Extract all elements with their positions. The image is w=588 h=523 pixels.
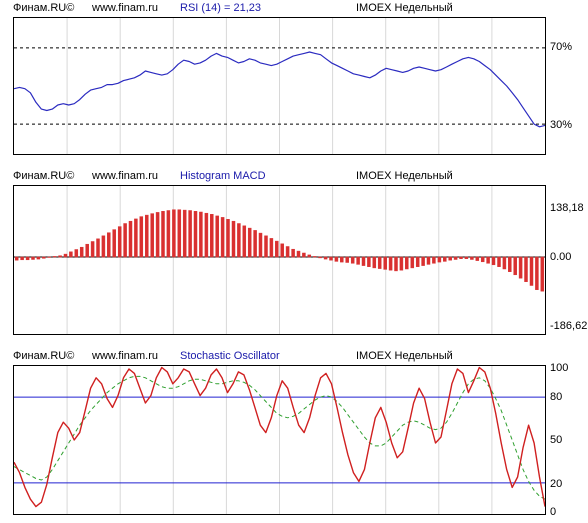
header-rsi: Финам.RU© www.finam.ru RSI (14) = 21,23 IMO… [0,2,588,16]
indicator-label: Stochastic Oscillator [180,350,280,362]
ylabel: 0 [550,506,556,518]
chart-macd [13,185,546,335]
panel-rsi: Финам.RU© www.finam.ru RSI (14) = 21,23 IMO… [0,0,588,160]
ylabel: 50 [550,434,562,446]
copyright: Финам.RU© [13,350,74,362]
copyright: Финам.RU© [13,2,74,14]
indicator-label: Histogram MACD [180,170,266,182]
ylabel: 0.00 [550,251,571,263]
chart-title: IMOEX Недельный [356,2,453,14]
url: www.finam.ru [92,2,158,14]
ylabel: 70% [550,41,572,53]
ylabel: -186,62 [550,320,587,332]
url: www.finam.ru [92,350,158,362]
panel-stoch: Финам.RU© www.finam.ru Stochastic Oscillat… [0,348,588,520]
indicator-label: RSI (14) = 21,23 [180,2,261,14]
ylabel: 20 [550,478,562,490]
url: www.finam.ru [92,170,158,182]
header-stoch: Финам.RU© www.finam.ru Stochastic Oscillat… [0,350,588,364]
chart-title: IMOEX Недельный [356,170,453,182]
ylabel: 30% [550,119,572,131]
header-macd: Финам.RU© www.finam.ru Histogram MACD IMOEX… [0,170,588,184]
chart-title: IMOEX Недельный [356,350,453,362]
ylabel: 138,18 [550,202,584,214]
ylabel: 100 [550,362,568,374]
chart-rsi [13,17,546,155]
ylabel: 80 [550,391,562,403]
copyright: Финам.RU© [13,170,74,182]
chart-stoch [13,365,546,515]
panel-macd: Финам.RU© www.finam.ru Histogram MACD IMOEX… [0,168,588,340]
